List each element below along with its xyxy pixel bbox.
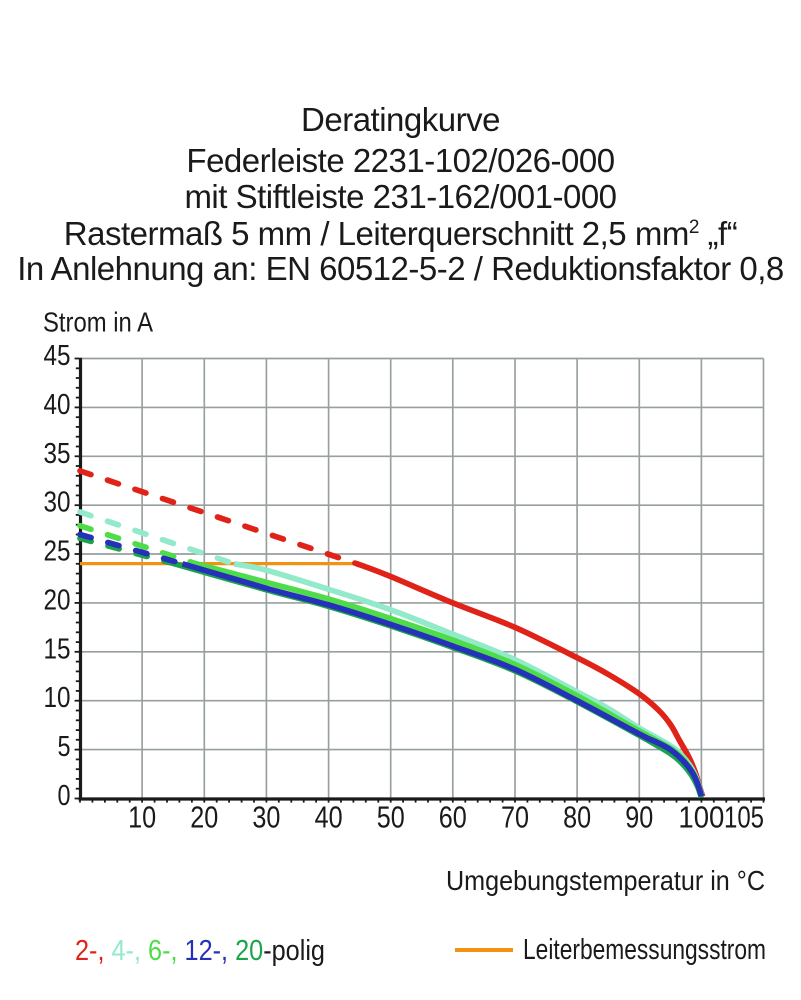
svg-text:2-, 4-, 6-, 12-, 20-polig: 2-, 4-, 6-, 12-, 20-polig — [75, 935, 325, 967]
svg-text:5: 5 — [58, 731, 71, 763]
svg-text:100: 100 — [678, 799, 724, 834]
svg-text:35: 35 — [44, 438, 71, 470]
svg-text:90: 90 — [625, 799, 653, 834]
svg-text:70: 70 — [501, 799, 529, 834]
svg-text:10: 10 — [128, 799, 156, 834]
svg-text:50: 50 — [377, 799, 405, 834]
svg-text:40: 40 — [44, 389, 71, 421]
svg-text:80: 80 — [563, 799, 591, 834]
svg-text:25: 25 — [44, 536, 71, 568]
svg-text:10: 10 — [44, 682, 71, 714]
svg-text:40: 40 — [315, 799, 343, 834]
svg-text:30: 30 — [44, 487, 71, 519]
svg-text:105: 105 — [724, 799, 764, 834]
svg-text:20: 20 — [190, 799, 218, 834]
svg-text:Strom in A: Strom in A — [43, 307, 153, 338]
svg-text:20: 20 — [44, 584, 71, 616]
svg-text:Leiterbemessungsstrom: Leiterbemessungsstrom — [523, 934, 766, 966]
svg-text:15: 15 — [44, 633, 71, 665]
svg-text:45: 45 — [44, 340, 71, 372]
svg-text:60: 60 — [439, 799, 467, 834]
svg-text:0: 0 — [58, 780, 71, 812]
svg-text:Umgebungstemperatur in °C: Umgebungstemperatur in °C — [446, 865, 765, 896]
svg-text:30: 30 — [252, 799, 280, 834]
